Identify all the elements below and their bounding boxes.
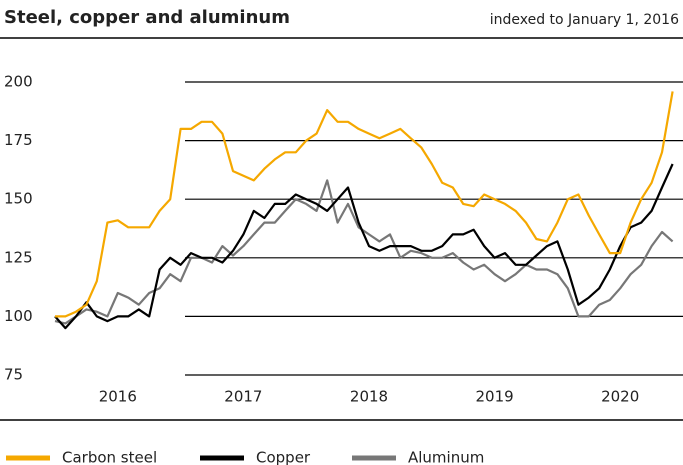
x-tick-label: 2016 [99,388,137,406]
chart-subtitle: indexed to January 1, 2016 [490,12,679,28]
y-tick-label: 200 [4,73,33,91]
y-tick-label: 150 [4,190,33,208]
chart-title: Steel, copper and aluminum [4,7,290,28]
x-tick-label: 2020 [601,388,639,406]
legend-label: Aluminum [408,449,484,465]
x-tick-label: 2018 [350,388,388,406]
y-tick-label: 75 [4,366,23,384]
y-tick-label: 175 [4,131,33,149]
legend-label: Copper [256,449,311,465]
legend-label: Carbon steel [62,449,157,465]
y-tick-label: 100 [4,307,33,325]
series-line [54,163,674,330]
series-line [55,91,674,318]
x-tick-label: 2019 [476,388,514,406]
y-tick-label: 125 [4,248,33,266]
series-line [54,179,674,325]
x-tick-label: 2017 [224,388,262,406]
